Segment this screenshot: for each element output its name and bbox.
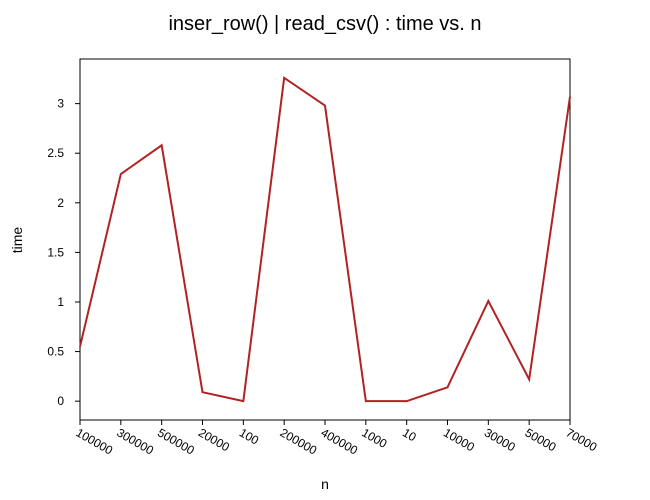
chart-title: inser_row() | read_csv() : time vs. n bbox=[168, 13, 481, 35]
plot-area bbox=[79, 58, 571, 421]
x-tick-label: 1000 bbox=[359, 425, 389, 451]
y-tick-label: 2 bbox=[57, 196, 64, 210]
x-tick-label: 10000 bbox=[441, 425, 477, 454]
x-axis-label: n bbox=[321, 476, 329, 492]
y-tick-label: 3 bbox=[57, 97, 64, 111]
x-tick-label: 20000 bbox=[196, 425, 232, 454]
x-tick-label: 200000 bbox=[278, 425, 320, 457]
x-axis: 100000 300000 500000 20000 100 200000 400000 10… bbox=[74, 420, 600, 458]
x-tick-label: 400000 bbox=[319, 425, 361, 457]
y-tick-label: 0.5 bbox=[47, 345, 64, 359]
x-tick-label: 30000 bbox=[482, 425, 518, 454]
x-tick-label: 50000 bbox=[523, 425, 559, 454]
y-axis-label: time bbox=[9, 227, 25, 254]
y-tick-label: 1 bbox=[57, 295, 64, 309]
y-tick-label: 2.5 bbox=[47, 146, 64, 160]
y-tick-label: 1.5 bbox=[47, 245, 64, 259]
x-tick-label: 100 bbox=[237, 425, 262, 447]
y-tick-label: 0 bbox=[57, 394, 64, 408]
x-tick-label: 10 bbox=[400, 425, 419, 444]
x-tick-label: 70000 bbox=[564, 425, 600, 454]
x-tick-label: 100000 bbox=[74, 425, 116, 457]
x-tick-label: 500000 bbox=[155, 425, 197, 457]
series-layer bbox=[79, 76, 571, 403]
x-tick-label: 300000 bbox=[114, 425, 156, 457]
series-line bbox=[79, 76, 571, 403]
y-axis: 0 0.5 1 1.5 2 2.5 3 bbox=[47, 97, 80, 408]
